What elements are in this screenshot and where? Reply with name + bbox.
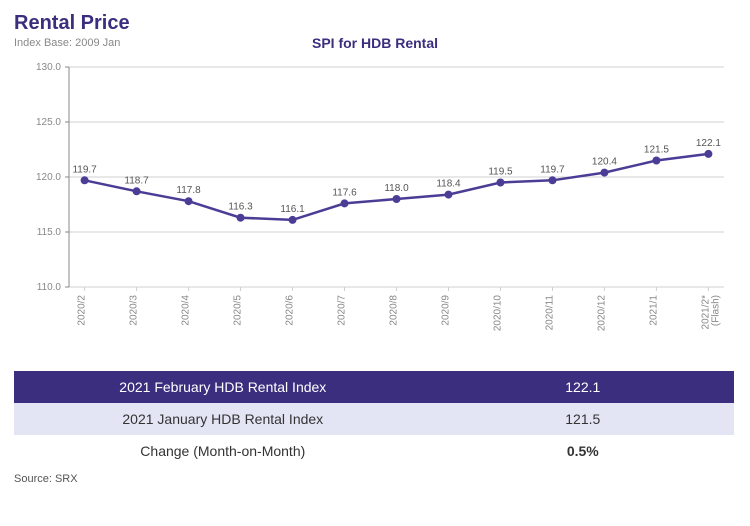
svg-text:120.0: 120.0	[36, 172, 61, 183]
x-axis-label: 2020/12	[596, 295, 607, 332]
table-row-label: 2021 February HDB Rental Index	[14, 371, 432, 403]
x-axis-label: 2020/5	[233, 295, 244, 326]
svg-text:116.3: 116.3	[228, 202, 253, 213]
table-row-value: 121.5	[432, 403, 734, 435]
x-axis-label: 2020/3	[129, 295, 140, 326]
x-axis-label: 2020/9	[440, 295, 451, 326]
page-title: Rental Price	[14, 12, 736, 35]
table-row: Change (Month-on-Month)0.5%	[14, 435, 734, 467]
table-row-value: 0.5%	[432, 435, 734, 467]
x-axis-label: 2020/2	[77, 295, 88, 326]
svg-text:120.4: 120.4	[592, 157, 617, 168]
svg-text:110.0: 110.0	[37, 282, 62, 293]
x-axis-label: 2020/7	[337, 295, 348, 326]
svg-text:117.8: 117.8	[176, 185, 201, 196]
table-row: 2021 February HDB Rental Index122.1	[14, 371, 734, 403]
chart-title: SPI for HDB Rental	[14, 35, 736, 51]
svg-text:115.0: 115.0	[37, 227, 62, 238]
x-axis-label: 2020/8	[389, 295, 400, 326]
summary-table: 2021 February HDB Rental Index122.12021 …	[14, 371, 734, 467]
x-axis-label: 2020/10	[492, 295, 503, 332]
svg-text:118.4: 118.4	[436, 179, 461, 190]
svg-text:118.0: 118.0	[384, 183, 409, 194]
table-row-value: 122.1	[432, 371, 734, 403]
svg-text:119.5: 119.5	[488, 167, 513, 178]
source-label: Source: SRX	[14, 473, 736, 485]
x-axis-label: 2020/11	[544, 295, 555, 331]
svg-text:122.1: 122.1	[696, 138, 721, 149]
svg-text:116.1: 116.1	[280, 204, 305, 215]
svg-text:125.0: 125.0	[36, 117, 61, 128]
table-row: 2021 January HDB Rental Index121.5	[14, 403, 734, 435]
svg-text:117.6: 117.6	[332, 187, 357, 198]
svg-text:130.0: 130.0	[36, 62, 61, 73]
line-chart: 110.0 115.0 120.0 125.0 130.0 119.7 118.7 117.8…	[14, 57, 734, 367]
x-axis-label: 2021/1	[648, 295, 659, 326]
table-row-label: Change (Month-on-Month)	[14, 435, 432, 467]
x-axis-label: (Flash)	[710, 295, 721, 326]
svg-text:119.7: 119.7	[540, 164, 565, 175]
svg-text:119.7: 119.7	[72, 164, 97, 175]
svg-text:118.7: 118.7	[124, 175, 149, 186]
x-axis-label: 2020/6	[285, 295, 296, 326]
svg-text:121.5: 121.5	[644, 145, 669, 156]
x-axis-label: 2020/4	[181, 295, 192, 326]
table-row-label: 2021 January HDB Rental Index	[14, 403, 432, 435]
